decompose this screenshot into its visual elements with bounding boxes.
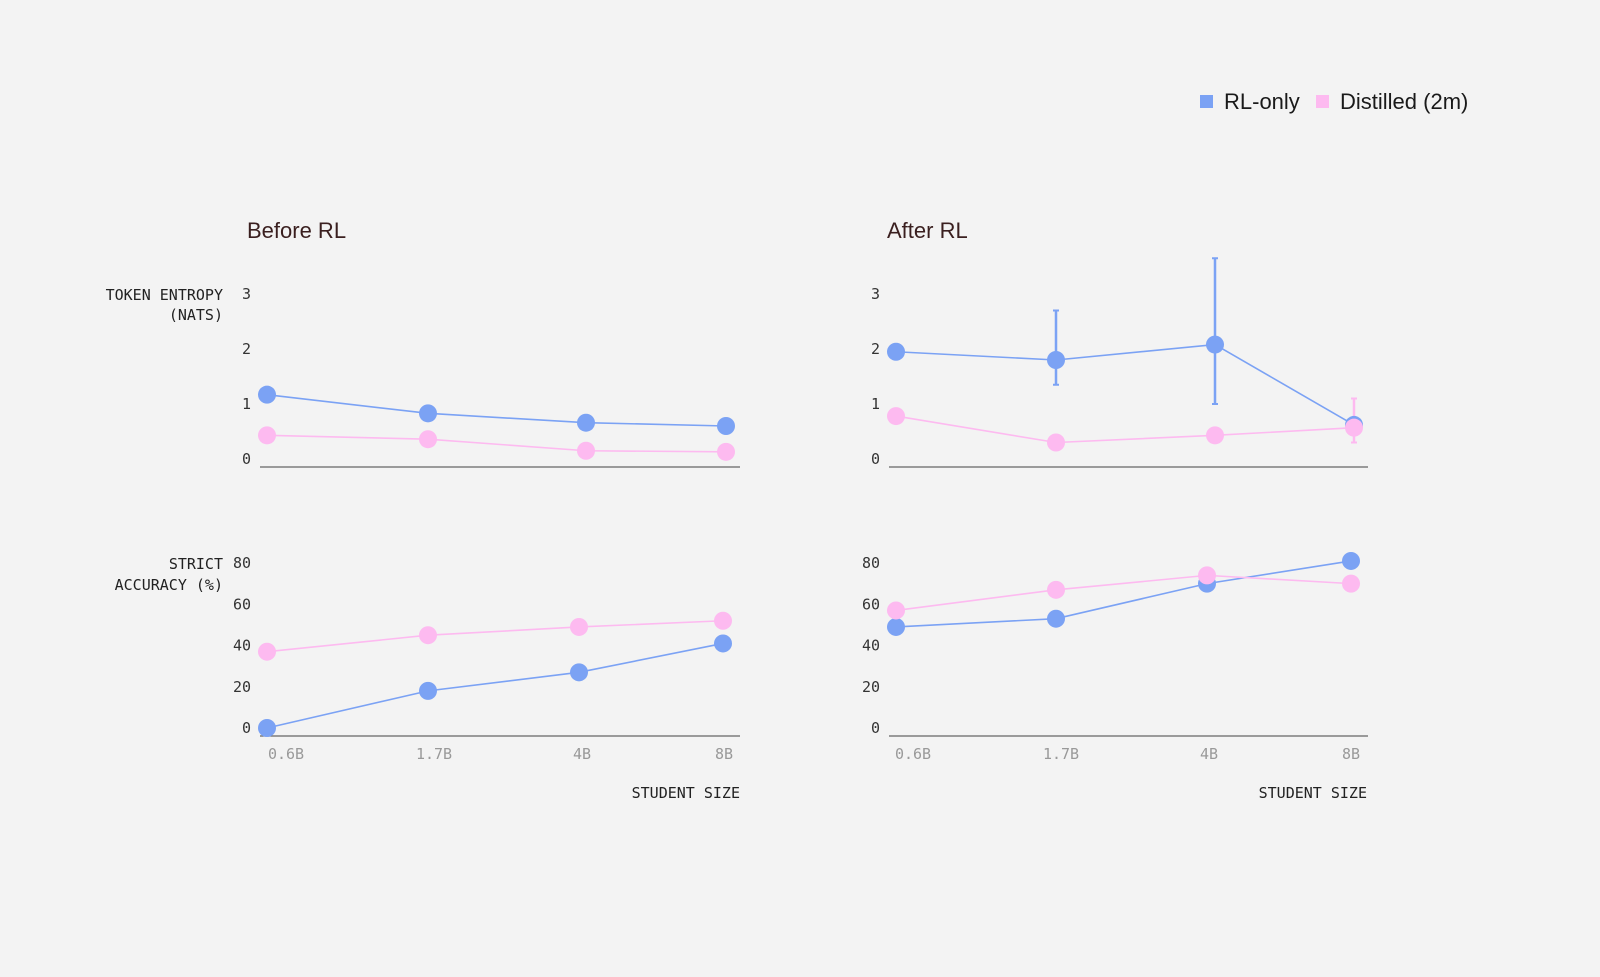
ytick-label: 80 [233, 554, 251, 572]
xtick-label: 0.6B [895, 745, 931, 763]
error-bar-rl-only [1212, 257, 1218, 405]
xtick-label: 1.7B [416, 745, 452, 763]
panel-after-accuracy: 0 20 40 60 80 0.6B 1.7B 4B 8B [862, 551, 1368, 763]
data-point-distilled [1342, 574, 1360, 593]
data-point-distilled [258, 642, 276, 661]
data-point-distilled [714, 611, 732, 630]
data-point-distilled [717, 442, 735, 461]
legend-label-distilled: Distilled (2m) [1340, 89, 1468, 114]
ytick-label: 3 [871, 285, 880, 303]
data-point-distilled [887, 601, 905, 620]
series-line-rl-only [895, 343, 1355, 426]
data-point-rl-only [1047, 609, 1065, 628]
data-point-rl-only [887, 617, 905, 636]
data-point-rl-only [258, 385, 276, 404]
error-bar-rl-only [1053, 309, 1059, 386]
data-point-distilled [887, 407, 905, 426]
xtick-label: 0.6B [268, 745, 304, 763]
xtick-label: 8B [715, 745, 733, 763]
data-point-rl-only [717, 417, 735, 435]
data-point-rl-only [419, 681, 437, 700]
data-point-distilled [570, 617, 588, 636]
ytick-label: 60 [233, 595, 251, 613]
series-line-rl-only [895, 560, 1352, 628]
data-point-distilled [258, 426, 276, 445]
data-point-distilled [419, 626, 437, 645]
xtick-label: 4B [1200, 745, 1218, 763]
data-point-rl-only [1342, 551, 1360, 570]
ytick-label: 1 [871, 395, 880, 413]
series-line-distilled [895, 574, 1352, 612]
data-point-rl-only [577, 413, 595, 432]
panel-before-accuracy: 0 20 40 60 80 0.6B 1.7B 4B 8B [233, 554, 740, 763]
series-line-distilled [266, 619, 724, 653]
panel-after-entropy: 0 1 2 3 [871, 257, 1368, 468]
xlabel-after: STUDENT SIZE [1259, 784, 1367, 802]
xtick-label: 4B [573, 745, 591, 763]
legend-label-rl-only: RL-only [1224, 89, 1300, 114]
ytick-label: 2 [242, 340, 251, 358]
data-point-rl-only [1206, 335, 1224, 354]
xtick-label: 1.7B [1043, 745, 1079, 763]
data-point-rl-only [714, 634, 732, 653]
ytick-label: 40 [862, 637, 880, 655]
ytick-label: 0 [242, 719, 251, 737]
ytick-label: 20 [233, 678, 251, 696]
ytick-label: 0 [242, 450, 251, 468]
ylabel-entropy-line1: TOKEN ENTROPY [106, 286, 223, 304]
data-point-rl-only [1047, 351, 1065, 369]
ytick-label: 20 [862, 678, 880, 696]
ytick-label: 80 [862, 554, 880, 572]
data-point-rl-only [258, 719, 276, 737]
series-line-distilled [895, 415, 1355, 444]
xlabel-before: STUDENT SIZE [632, 784, 740, 802]
ytick-label: 2 [871, 340, 880, 358]
ytick-label: 0 [871, 450, 880, 468]
data-point-distilled [1047, 433, 1065, 452]
series-line-rl-only [266, 642, 724, 729]
ylabel-accuracy-line2: ACCURACY (%) [115, 576, 223, 594]
series-line-distilled [266, 434, 727, 453]
legend-swatch-rl-only [1200, 95, 1213, 108]
legend: RL-only Distilled (2m) [1200, 89, 1468, 114]
data-point-distilled [1047, 580, 1065, 599]
data-point-distilled [577, 441, 595, 460]
data-point-rl-only [887, 342, 905, 361]
ytick-label: 60 [862, 595, 880, 613]
legend-swatch-distilled [1316, 95, 1329, 108]
panel-before-entropy: 0 1 2 3 [242, 285, 740, 468]
series-line-rl-only [266, 393, 727, 427]
data-point-rl-only [570, 663, 588, 682]
data-point-distilled [1198, 566, 1216, 585]
data-point-distilled [1206, 426, 1224, 445]
data-point-distilled [1345, 418, 1363, 437]
ytick-label: 0 [871, 719, 880, 737]
xtick-label: 8B [1342, 745, 1360, 763]
ytick-label: 40 [233, 637, 251, 655]
ytick-label: 3 [242, 285, 251, 303]
ylabel-accuracy-line1: STRICT [169, 555, 223, 573]
data-point-rl-only [419, 404, 437, 423]
title-after-rl: After RL [887, 218, 968, 243]
title-before-rl: Before RL [247, 218, 346, 243]
ylabel-entropy-line2: (NATS) [169, 306, 223, 324]
ytick-label: 1 [242, 395, 251, 413]
data-point-distilled [419, 430, 437, 449]
